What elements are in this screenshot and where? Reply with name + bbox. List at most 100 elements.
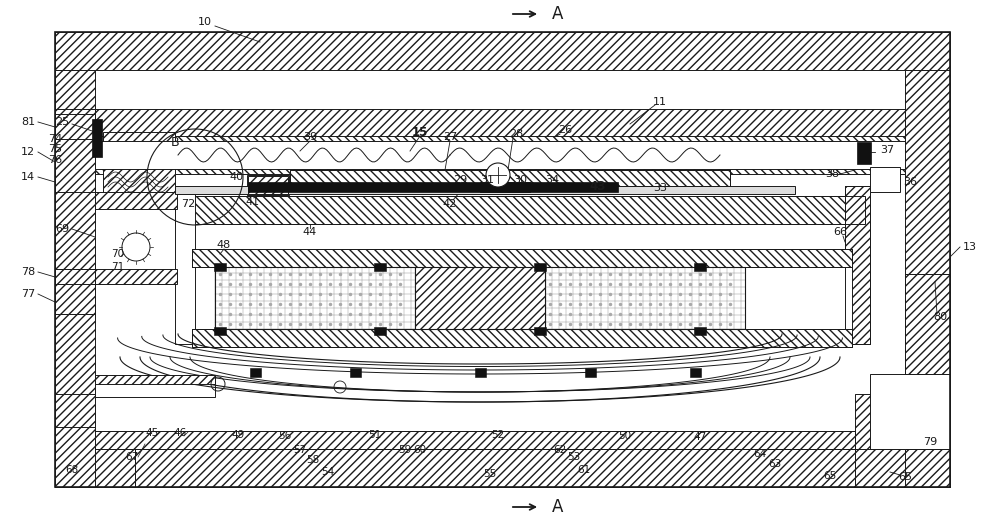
Bar (95, 192, 177, 209)
Bar (845, 186, 870, 344)
Text: 58: 58 (306, 455, 320, 465)
Text: 56: 56 (278, 431, 292, 441)
Text: 29: 29 (453, 175, 467, 185)
Bar (138, 192, 175, 222)
Text: 27: 27 (443, 132, 457, 142)
Bar (55, 284, 95, 314)
Text: 10: 10 (198, 17, 212, 27)
Text: 39: 39 (303, 132, 317, 142)
Bar (92, 119, 102, 157)
Bar (545, 267, 745, 329)
Text: 68: 68 (65, 465, 79, 475)
Bar (55, 449, 135, 487)
Text: 64: 64 (753, 449, 767, 459)
Text: 46: 46 (173, 428, 187, 438)
Bar (857, 142, 871, 164)
Text: 45: 45 (145, 428, 159, 438)
Text: 12: 12 (21, 147, 35, 157)
Bar (690, 368, 701, 377)
Text: 25: 25 (55, 117, 69, 127)
Text: 28: 28 (509, 129, 523, 139)
Bar (534, 327, 546, 335)
Text: 71: 71 (111, 262, 125, 272)
Bar (585, 368, 596, 377)
Text: 51: 51 (368, 430, 382, 440)
Text: 69: 69 (55, 224, 69, 234)
Bar (374, 327, 386, 335)
Text: 43: 43 (590, 179, 606, 193)
Bar (534, 263, 546, 271)
Text: 38: 38 (825, 169, 839, 179)
Bar (55, 449, 135, 487)
Bar (95, 192, 177, 284)
Text: 66: 66 (833, 227, 847, 237)
Bar (475, 368, 486, 377)
Bar (95, 109, 905, 137)
Text: 63: 63 (768, 459, 782, 469)
Text: 72: 72 (181, 199, 195, 209)
Bar (95, 375, 215, 397)
Text: 47: 47 (693, 432, 707, 442)
Text: 61: 61 (577, 465, 591, 475)
Bar (95, 269, 177, 284)
Bar (415, 267, 545, 329)
Text: 77: 77 (21, 289, 35, 299)
Bar (905, 274, 950, 374)
Text: 79: 79 (923, 437, 937, 447)
Bar (55, 32, 950, 70)
Text: 67: 67 (125, 452, 139, 462)
Text: 74: 74 (48, 134, 62, 144)
Text: 48: 48 (217, 240, 231, 250)
Bar (192, 266, 852, 344)
Text: 57: 57 (293, 445, 307, 455)
Text: A: A (552, 498, 564, 516)
Text: B: B (171, 136, 179, 148)
Bar (103, 132, 175, 192)
Bar (192, 249, 852, 267)
Text: 76: 76 (48, 155, 62, 165)
Text: 55: 55 (483, 469, 497, 479)
Bar (905, 274, 950, 374)
Bar (248, 182, 618, 192)
Text: 62: 62 (553, 445, 567, 455)
Bar (192, 329, 852, 347)
Text: 49: 49 (231, 430, 245, 440)
Text: 36: 36 (903, 177, 917, 187)
Bar (248, 176, 288, 194)
Bar (855, 449, 950, 487)
Bar (694, 327, 706, 335)
Text: 44: 44 (303, 227, 317, 237)
Text: 65: 65 (823, 471, 837, 481)
Text: 37: 37 (880, 145, 894, 155)
Bar (55, 70, 95, 472)
Text: 50: 50 (618, 431, 632, 441)
Bar (95, 431, 855, 449)
Bar (175, 196, 865, 224)
Text: 80: 80 (933, 312, 947, 322)
Bar (214, 327, 226, 335)
Bar (95, 141, 905, 169)
Bar (55, 394, 95, 449)
Bar (374, 263, 386, 271)
Bar (905, 70, 950, 472)
Text: 59: 59 (398, 445, 412, 455)
Bar (192, 249, 852, 267)
Bar (55, 427, 95, 487)
Bar (845, 186, 870, 344)
Bar (55, 32, 950, 487)
Bar (55, 109, 95, 192)
Bar (250, 368, 261, 377)
Bar (55, 269, 95, 314)
Bar (192, 329, 852, 347)
Text: 70: 70 (111, 249, 125, 259)
Bar (103, 192, 138, 222)
Bar (55, 114, 95, 139)
Circle shape (486, 163, 510, 187)
Bar (290, 170, 730, 186)
Text: 52: 52 (491, 430, 505, 440)
Text: 65: 65 (898, 472, 912, 482)
Bar (55, 449, 950, 487)
Bar (214, 263, 226, 271)
Text: 26: 26 (558, 125, 572, 135)
Text: 78: 78 (21, 267, 35, 277)
